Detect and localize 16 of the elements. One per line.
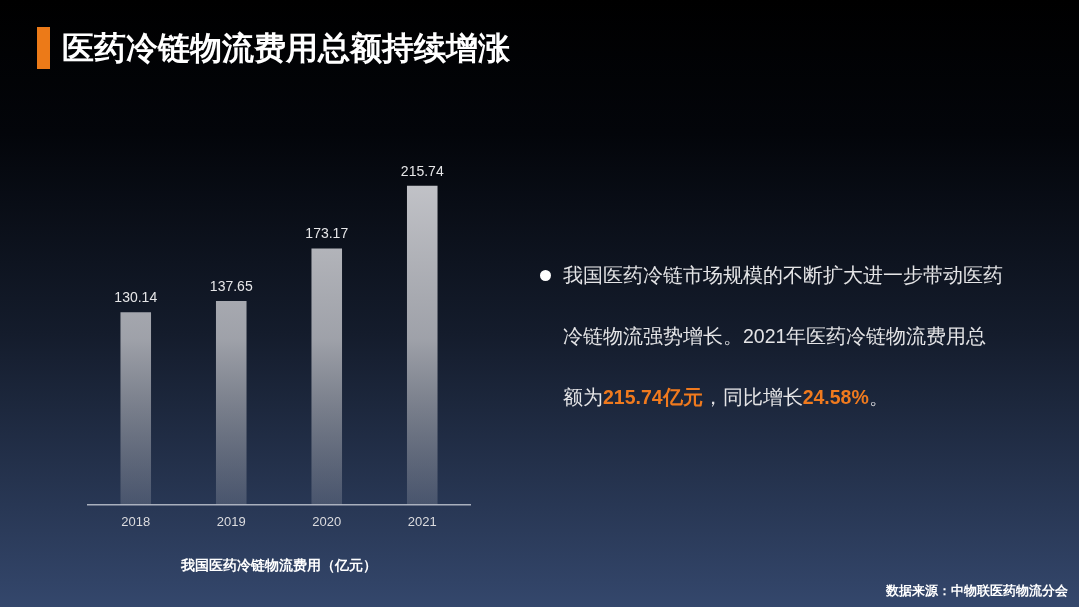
x-tick-label: 2021 (407, 513, 437, 529)
data-label: 130.14 (114, 289, 158, 306)
bar (311, 248, 343, 505)
x-axis-title: 我国医药冷链物流费用（亿元） (180, 557, 377, 574)
chart-title: 医药冷链物流费用总额持续增涨 (62, 29, 510, 68)
text: 我国医药冷链市场规模的不断扩大进一步带动医药冷链物流强势增长。2021年医药冷链物流费用总额为215.74亿元，同比增长24.58%。 (563, 264, 1003, 408)
bar (120, 312, 152, 505)
bar (215, 301, 247, 505)
x-tick-label: 2020 (312, 513, 342, 529)
data-label: 137.65 (209, 277, 253, 294)
x-tick-label: 2019 (216, 513, 246, 529)
x-tick-label: 2018 (121, 513, 151, 529)
data-label: 215.74 (400, 162, 444, 179)
bar (406, 185, 438, 505)
data-label: 173.17 (305, 225, 349, 242)
source-note: 数据来源：中物联医药物流分会 (886, 582, 1068, 600)
